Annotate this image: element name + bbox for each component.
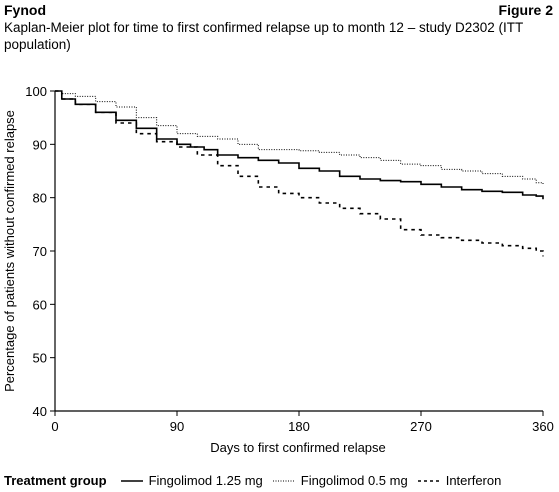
- figure-number: Figure 2: [498, 2, 553, 18]
- x-tick-label: 180: [288, 419, 310, 434]
- legend-item-fingolimod-05: Fingolimod 0.5 mg: [272, 473, 408, 488]
- x-axis-label: Days to first confirmed relapse: [210, 440, 386, 455]
- x-tick-label: 270: [410, 419, 432, 434]
- document-label: Fynod: [4, 2, 46, 18]
- y-tick-label: 80: [33, 191, 47, 206]
- y-axis-label: Percentage of patients without confirmed…: [2, 110, 17, 392]
- plot-area: [55, 90, 544, 257]
- legend-item-interferon: Interferon: [417, 473, 502, 488]
- series-line-0: [55, 90, 544, 200]
- legend-item-fingolimod-125: Fingolimod 1.25 mg: [120, 473, 263, 488]
- y-tick-label: 60: [33, 297, 47, 312]
- y-tick-label: 70: [33, 244, 47, 259]
- legend-label: Fingolimod 1.25 mg: [148, 473, 263, 488]
- axes: 40 50 60 70 80 90 100 0 90 180 270 360: [25, 84, 554, 434]
- x-tick-label: 360: [532, 419, 554, 434]
- legend-swatch-dotted: [272, 480, 295, 481]
- x-tick-label: 90: [170, 419, 184, 434]
- series-line-1: [55, 90, 544, 185]
- y-tick-label: 90: [33, 137, 47, 152]
- y-tick-label: 50: [33, 351, 47, 366]
- x-tick-label: 0: [51, 419, 58, 434]
- legend-swatch-dashed: [417, 479, 440, 482]
- legend-swatch-solid: [120, 479, 143, 482]
- y-tick-label: 40: [33, 404, 47, 419]
- y-tick-label: 100: [25, 84, 47, 99]
- legend-label: Fingolimod 0.5 mg: [300, 473, 408, 488]
- chart-title: Kaplan-Meier plot for time to first conf…: [4, 20, 523, 52]
- legend-label: Interferon: [445, 473, 502, 488]
- legend-title: Treatment group: [4, 473, 107, 488]
- legend: Treatment group Fingolimod 1.25 mg Fingo…: [4, 473, 511, 488]
- series-line-2: [55, 90, 544, 257]
